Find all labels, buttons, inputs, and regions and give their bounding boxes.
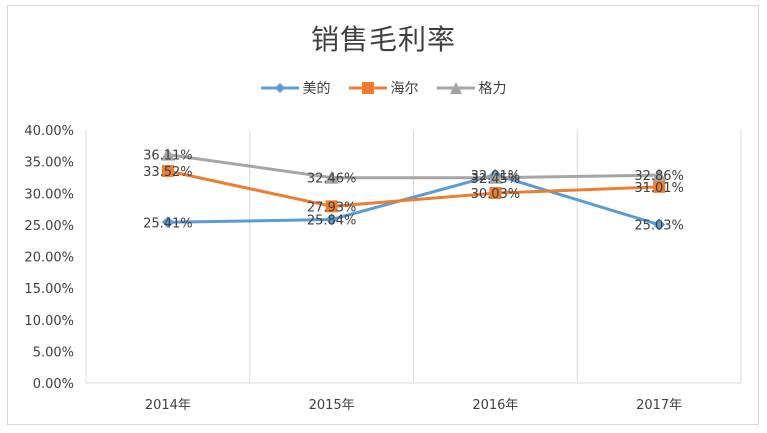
chart-frame (7, 5, 759, 425)
data-label: 25.41% (143, 216, 193, 231)
data-point-triangle (324, 170, 339, 184)
data-label: 30.03% (471, 187, 521, 202)
y-tick-label: 20.00% (24, 251, 74, 266)
y-tick-label: 30.00% (24, 187, 74, 202)
data-point-triangle (652, 168, 667, 182)
data-point-square (161, 164, 174, 177)
series-line-1 (167, 169, 660, 208)
y-tick-label: 5.00% (33, 345, 74, 360)
series-line-0 (167, 173, 660, 227)
data-point-diamond (161, 216, 174, 229)
chart-title: 销售毛利率 (310, 23, 456, 56)
data-point-diamond (325, 213, 338, 226)
legend-marker-triangle-icon (436, 82, 475, 94)
data-label: 32.46% (307, 172, 357, 187)
legend-marker-square-icon (348, 82, 387, 94)
legend-item-midea: 美的 (260, 78, 331, 98)
y-tick-label: 25.00% (24, 219, 74, 234)
y-tick-label: 35.00% (24, 156, 74, 171)
legend: 美的 海尔 格力 (0, 78, 767, 98)
legend-label-gree: 格力 (478, 81, 507, 97)
legend-label-haier: 海尔 (390, 81, 419, 97)
legend-marker-diamond-icon (260, 83, 299, 93)
data-label: 32.45% (471, 172, 521, 187)
data-label: 36.11% (143, 149, 193, 164)
data-point-square (325, 200, 338, 213)
y-tick-label: 40.00% (24, 124, 74, 139)
y-tick-label: 15.00% (24, 282, 74, 297)
legend-label-midea: 美的 (302, 81, 331, 97)
data-point-triangle (160, 147, 175, 161)
x-tick-label: 2016年 (472, 398, 518, 413)
data-label: 33.52% (143, 165, 193, 180)
y-tick-label: 0.00% (33, 377, 74, 392)
data-point-square (653, 180, 666, 193)
y-tick-label: 10.00% (24, 314, 74, 329)
data-point-triangle (488, 170, 503, 184)
series-line-2 (167, 153, 660, 180)
data-label: 25.03% (634, 219, 684, 234)
legend-item-gree: 格力 (436, 78, 507, 98)
data-point-diamond (653, 218, 666, 231)
data-label: 25.84% (307, 214, 357, 229)
data-label: 31.01% (634, 181, 684, 196)
data-label: 27.93% (307, 200, 357, 215)
data-label: 32.86% (634, 169, 684, 184)
x-tick-label: 2017年 (636, 398, 682, 413)
x-tick-label: 2014年 (145, 398, 191, 413)
x-tick-label: 2015年 (309, 398, 355, 413)
data-point-square (489, 187, 502, 200)
legend-item-haier: 海尔 (348, 78, 419, 98)
